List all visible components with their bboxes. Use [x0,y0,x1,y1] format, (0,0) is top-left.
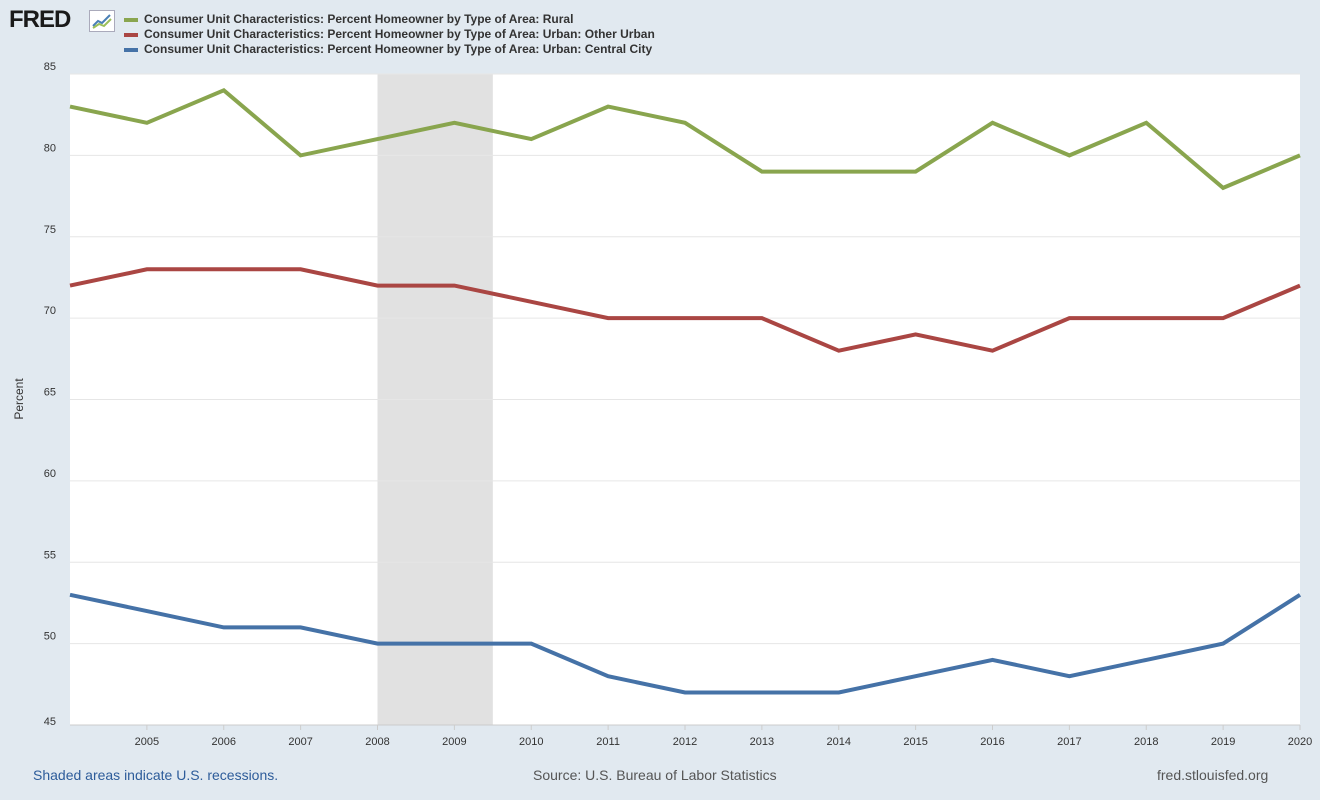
legend-swatch [124,48,138,52]
x-tick-label: 2020 [1288,736,1312,748]
y-tick-label: 60 [44,468,56,480]
x-tick-label: 2019 [1211,736,1235,748]
x-tick-label: 2016 [980,736,1004,748]
x-tick-label: 2009 [442,736,466,748]
legend-label: Consumer Unit Characteristics: Percent H… [144,12,574,26]
x-tick-label: 2012 [673,736,697,748]
chart-legend: Consumer Unit Characteristics: Percent H… [124,12,655,57]
x-tick-label: 2014 [827,736,851,748]
y-tick-label: 85 [44,61,56,73]
x-tick-label: 2010 [519,736,543,748]
x-tick-label: 2005 [135,736,159,748]
x-tick-label: 2006 [212,736,236,748]
x-tick-label: 2017 [1057,736,1081,748]
recession-note: Shaded areas indicate U.S. recessions. [33,767,279,783]
y-tick-label: 45 [44,716,56,728]
x-tick-label: 2018 [1134,736,1158,748]
legend-swatch [124,18,138,22]
series-line-1 [69,87,1301,191]
y-tick-label: 55 [44,549,56,561]
x-tick-label: 2011 [596,736,620,748]
y-tick-label: 70 [44,305,56,317]
series-line-3 [69,592,1302,695]
legend-item[interactable]: Consumer Unit Characteristics: Percent H… [124,27,655,42]
y-tick-label: 80 [44,142,56,154]
legend-label: Consumer Unit Characteristics: Percent H… [144,27,655,41]
series-line-2 [69,267,1301,353]
x-tick-label: 2015 [903,736,927,748]
y-tick-label: 50 [44,631,56,643]
source-note: Source: U.S. Bureau of Labor Statistics [533,767,777,783]
y-axis-label: Percent [12,378,26,420]
y-tick-label: 75 [44,224,56,236]
y-tick-label: 65 [44,387,56,399]
site-url[interactable]: fred.stlouisfed.org [1157,767,1269,783]
x-tick-label: 2013 [750,736,774,748]
legend-label: Consumer Unit Characteristics: Percent H… [144,42,653,56]
x-tick-label: 2007 [288,736,312,748]
x-tick-label: 2008 [365,736,389,748]
fred-logo[interactable]: FRED [9,6,71,33]
legend-item[interactable]: Consumer Unit Characteristics: Percent H… [124,12,655,27]
chart-line-icon [89,10,115,32]
legend-item[interactable]: Consumer Unit Characteristics: Percent H… [124,42,655,57]
legend-swatch [124,33,138,37]
